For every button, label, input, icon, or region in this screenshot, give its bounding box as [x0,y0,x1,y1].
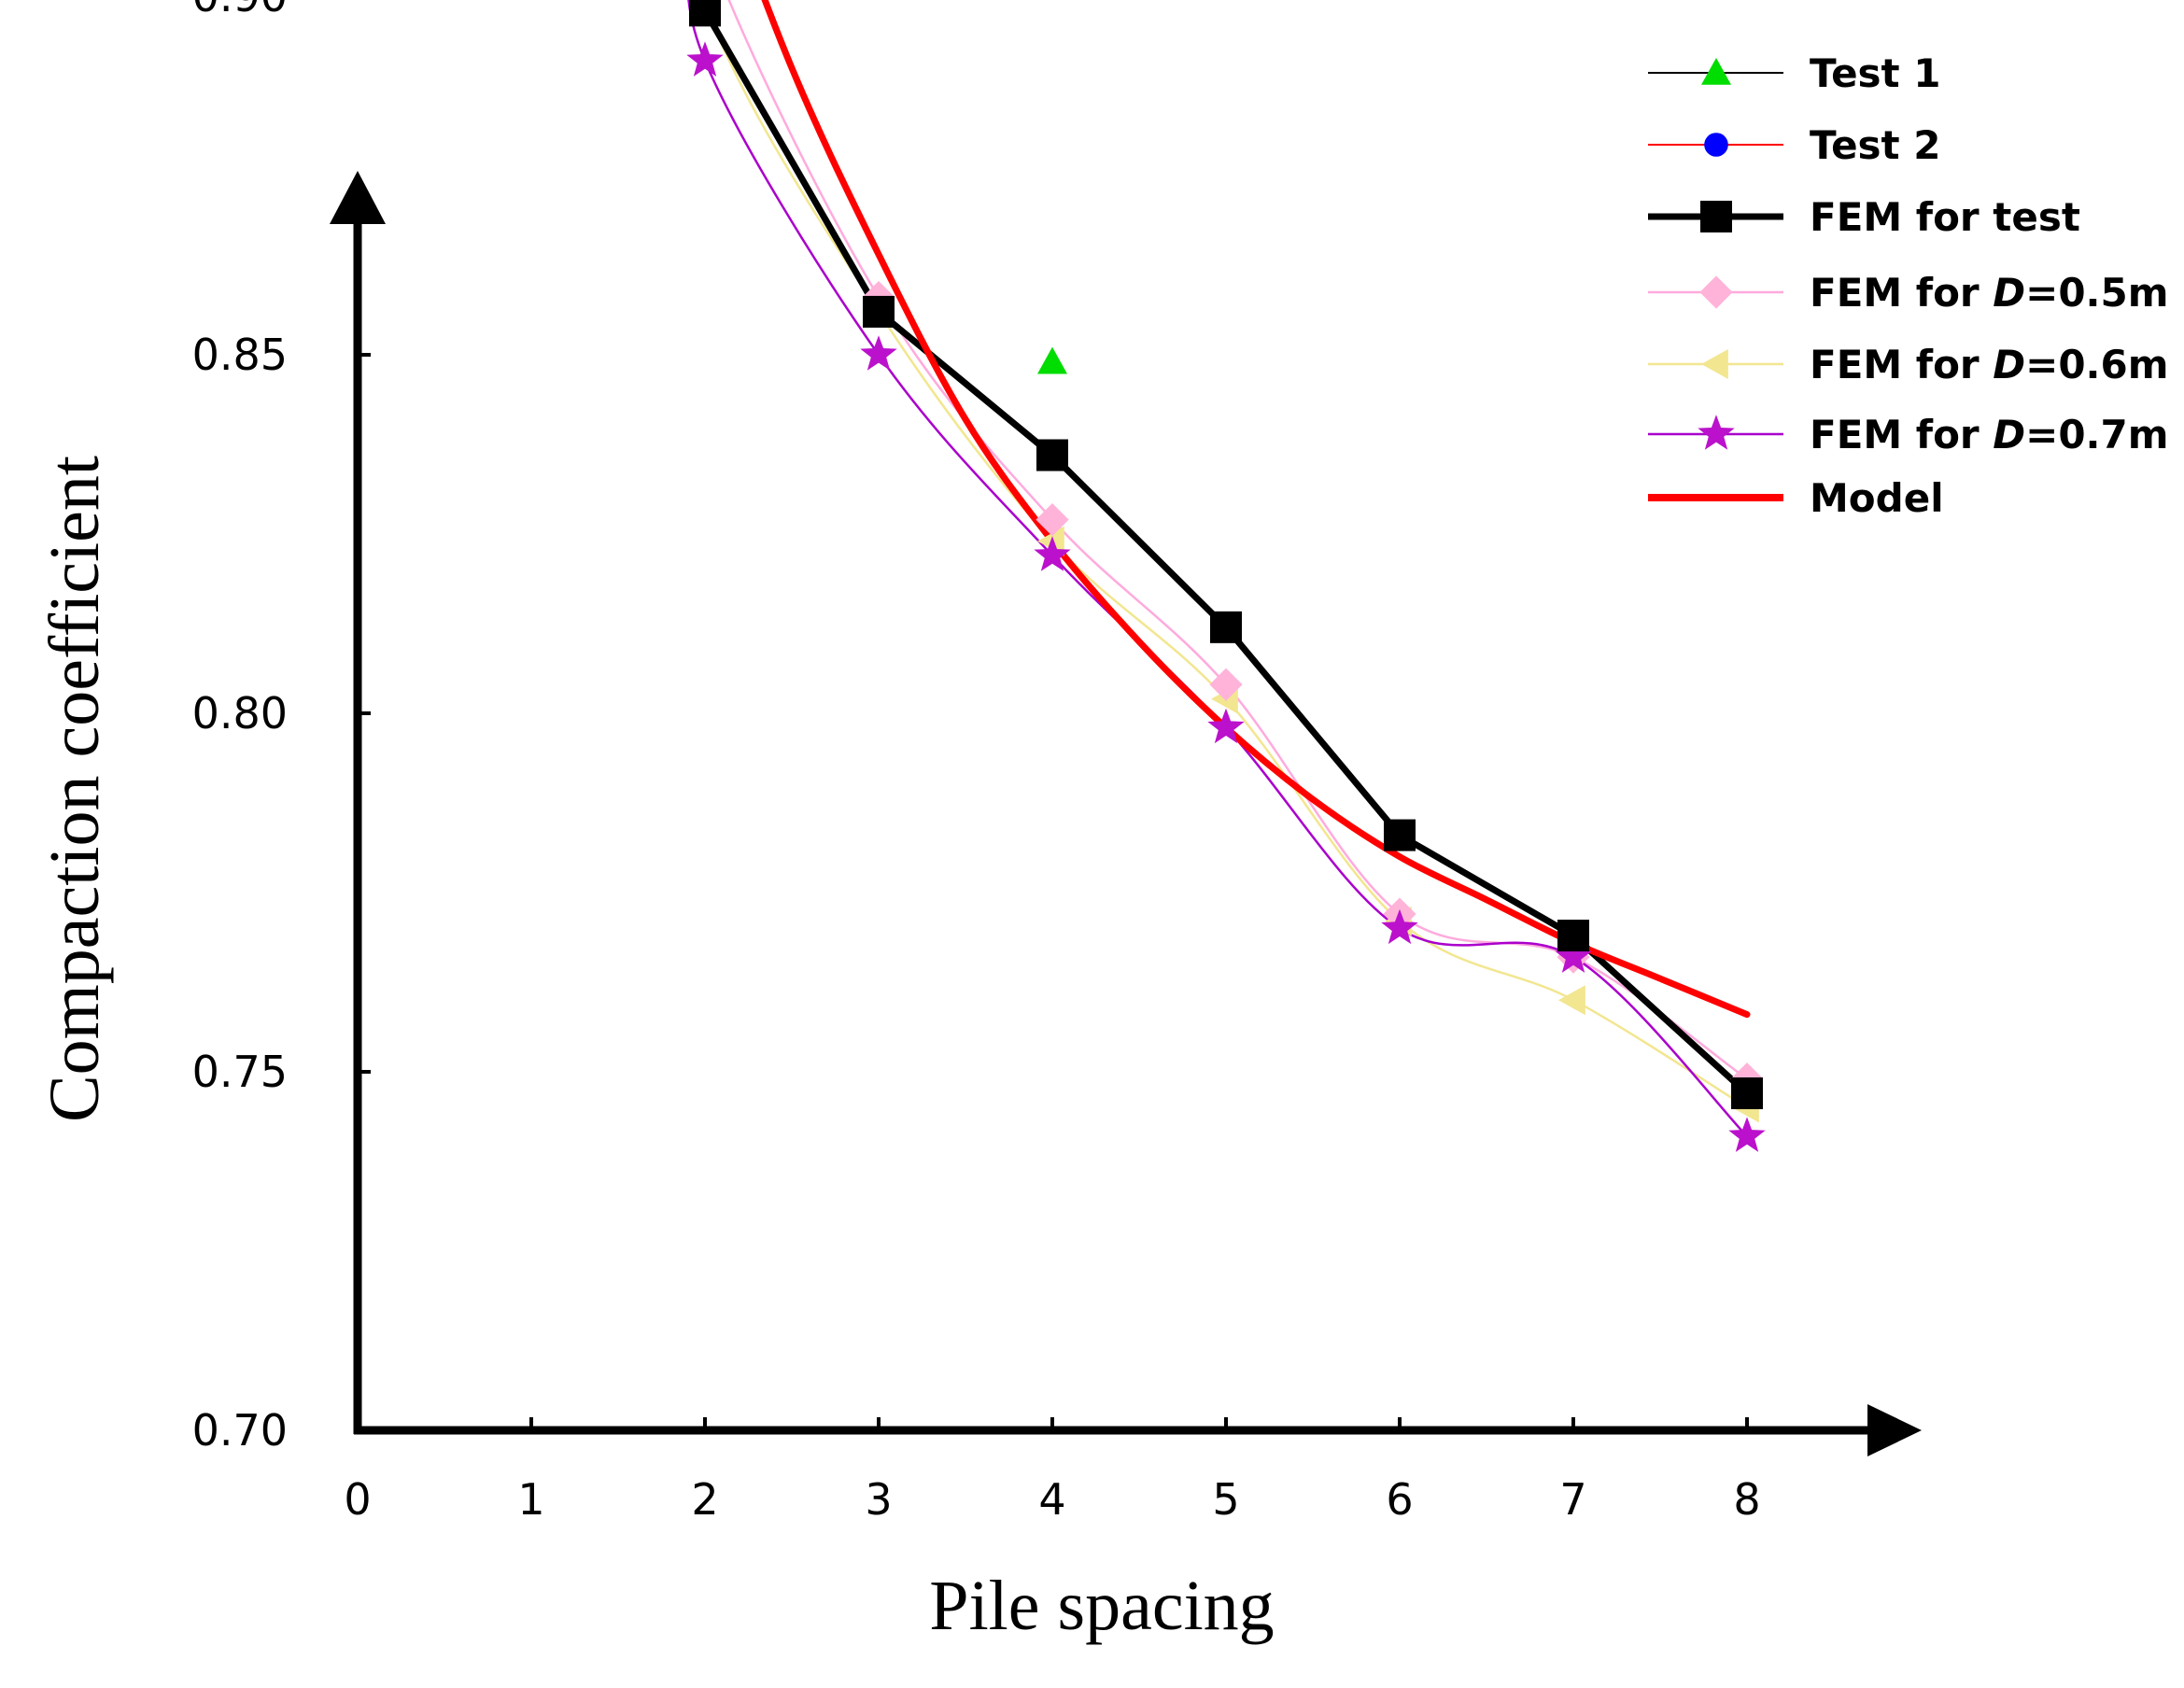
data-point-fem-for-d-0-5m [1036,503,1069,537]
y-axis-arrow [330,171,386,224]
x-tick-label: 7 [1559,1474,1586,1525]
legend-label-part: =0.6m [2025,342,2168,387]
legend-marker-test-2 [1704,133,1728,157]
legend-marker-test-1 [1701,58,1731,85]
legend-label-fem-for-d-0-5m: FEM for D=0.5m [1810,270,2169,316]
y-tick-label: 0.75 [192,1047,288,1097]
data-point-fem-for-d-0-7m [1034,536,1071,571]
legend-label-part: FEM for [1810,270,1993,316]
data-point-fem-for-d-0-7m [1555,937,1592,973]
legend-label-fem-for-d-0-6m: FEM for D=0.6m [1810,342,2169,387]
x-tick-label: 5 [1212,1474,1239,1525]
x-tick-label: 0 [344,1474,371,1525]
legend-label-part: Test 2 [1810,122,1940,168]
x-tick-label: 4 [1038,1474,1065,1525]
legend-label-part: D [1993,270,2025,316]
axes [330,171,1922,1456]
data-point-fem-for-d-0-7m [1381,908,1418,945]
x-tick-label: 3 [865,1474,892,1525]
data-point-fem-for-test [1731,1077,1763,1110]
data-point-fem-for-test [689,0,721,27]
data-point-fem-for-test [1036,439,1068,471]
legend-label-part: =0.5m [2025,270,2168,316]
data-point-fem-for-d-0-7m [1207,708,1245,744]
series-line-model [761,0,1751,1019]
legend-label-part: FEM for test [1810,194,2080,240]
y-tick-label: 0.80 [192,688,288,738]
legend-marker-fem-for-d-0-7m [1698,415,1735,450]
series-line-fem-for-test [700,0,1751,1097]
legend-label-part: =0.7m [2025,412,2168,457]
legend-label-part: D [1993,342,2025,387]
x-axis-arrow [1867,1404,1922,1456]
series-line-fem-for-d-0-6m [702,0,1749,1109]
legend-label-part: Test 1 [1810,50,1940,96]
data-point-fem-for-test [1210,611,1242,643]
y-axis-title: Compaction coefficient [35,456,114,1122]
data-point-fem-for-d-0-6m [1558,985,1585,1016]
data-point-fem-for-test [1557,920,1589,952]
data-point-fem-for-d-0-7m [686,41,724,77]
legend-label-test-1: Test 1 [1810,50,1940,96]
y-tick-label: 0.70 [192,1405,288,1456]
legend-label-part: Model [1810,475,1944,521]
legend-marker-fem-for-d-0-6m [1701,349,1728,379]
y-tick-label: 0.90 [192,0,288,21]
x-tick-label: 2 [691,1474,718,1525]
y-tick-label: 0.85 [192,330,288,380]
legend-label-model: Model [1810,475,1944,521]
data-point-fem-for-test [863,295,895,328]
data-point-test-1 [1037,346,1067,374]
legend-label-part: D [1993,412,2025,457]
legend-marker-fem-for-test [1700,201,1732,232]
x-axis-title: Pile spacing [929,1567,1274,1645]
legend-label-part: FEM for [1810,412,1993,457]
data-point-fem-for-test [1384,819,1416,851]
series-line-fem-for-d-0-5m [727,0,1749,1080]
legend-label-test-2: Test 2 [1810,122,1940,168]
data-point-fem-for-d-0-5m [1209,668,1243,701]
x-tick-label: 8 [1733,1474,1760,1525]
x-tick-label: 1 [517,1474,544,1525]
legend-label-fem-for-test: FEM for test [1810,194,2080,240]
x-tick-label: 6 [1386,1474,1413,1525]
data-point-fem-for-d-0-7m [1728,1117,1766,1152]
legend-label-fem-for-d-0-7m: FEM for D=0.7m [1810,412,2169,457]
data-point-fem-for-d-0-7m [860,335,897,371]
legend-label-part: FEM for [1810,342,1993,387]
legend-marker-fem-for-d-0-5m [1699,275,1733,309]
